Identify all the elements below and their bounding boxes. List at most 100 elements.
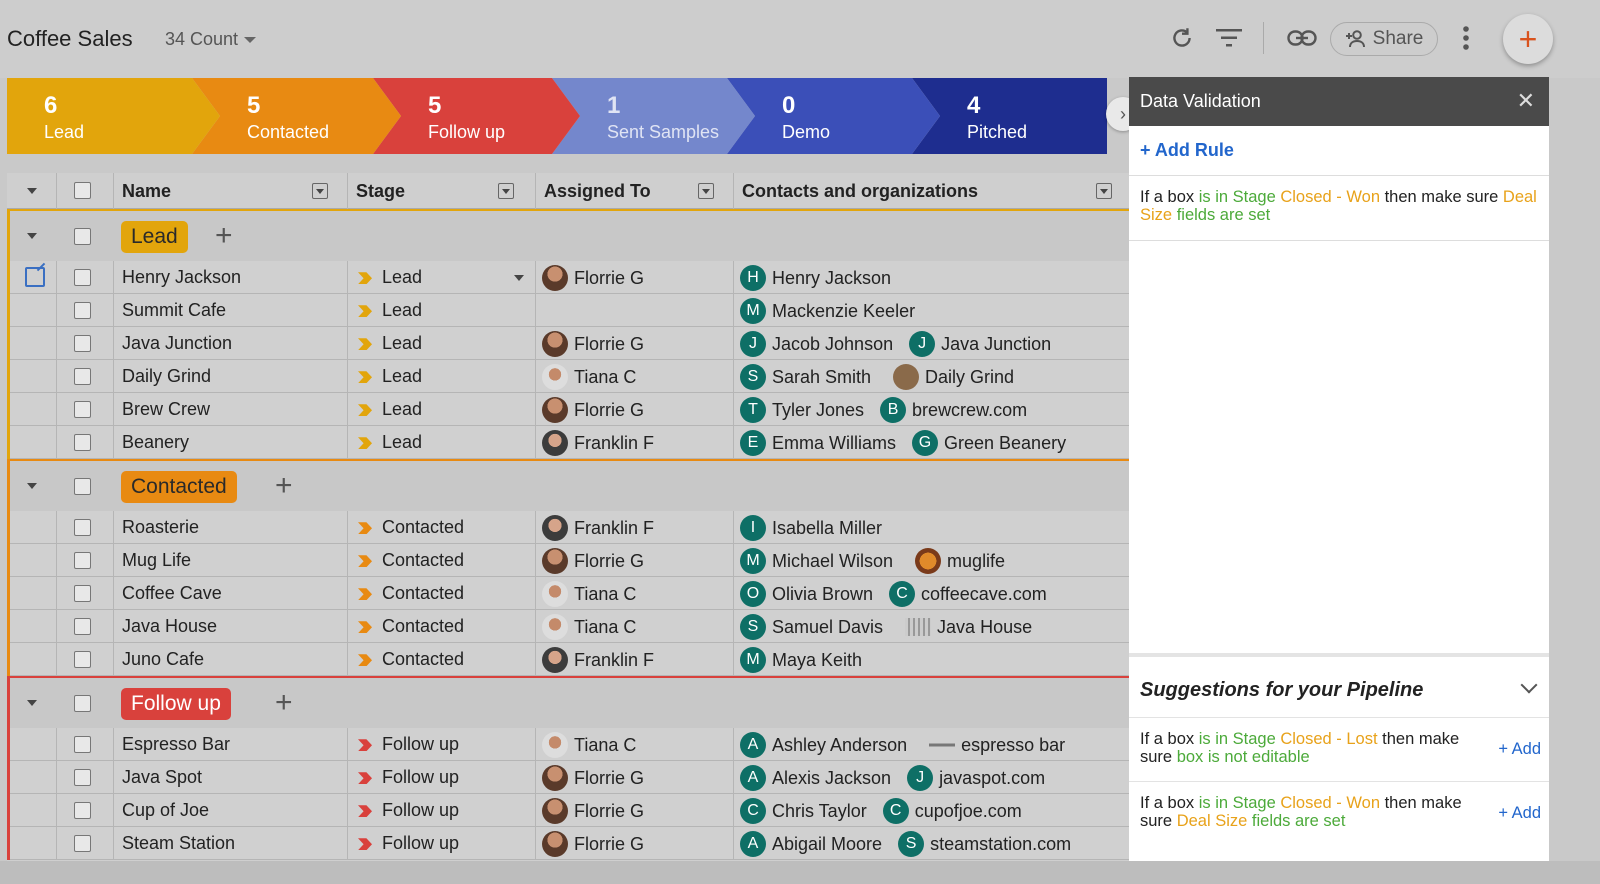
box-name[interactable]: Daily Grind [114, 360, 348, 393]
pipeline-stage-arrow[interactable] [7, 78, 220, 154]
row-expand-cell[interactable] [7, 426, 57, 459]
validation-rule[interactable]: If a box is in Stage Closed - Won then m… [1129, 175, 1549, 241]
row-expand-cell[interactable] [7, 327, 57, 360]
assigned-cell[interactable]: Tiana C [536, 577, 734, 610]
row-select-cell[interactable] [57, 544, 114, 577]
contacts-cell[interactable]: H Henry Jackson [734, 261, 1143, 294]
table-row[interactable]: Java Spot Follow up Florrie G A Alexis Ja… [7, 761, 1143, 794]
pipeline-stage-arrow[interactable] [912, 78, 1107, 154]
box-name[interactable]: Roasterie [114, 511, 348, 544]
contact-chip[interactable]: coffeecave.com [921, 583, 1047, 604]
table-row[interactable]: Espresso Bar Follow up Tiana C A Ashley A… [7, 728, 1143, 761]
column-menu-icon[interactable] [312, 183, 328, 199]
contact-chip[interactable]: Abigail Moore [772, 833, 883, 854]
assigned-cell[interactable]: Florrie G [536, 827, 734, 860]
box-name[interactable]: Cup of Joe [114, 794, 348, 827]
contacts-cell[interactable]: I Isabella Miller [734, 511, 1143, 544]
contact-chip[interactable]: Maya Keith [772, 649, 863, 670]
box-name[interactable]: Mug Life [114, 544, 348, 577]
table-row[interactable]: Coffee Cave Contacted Tiana C O Olivia Br… [7, 577, 1143, 610]
row-checkbox[interactable] [74, 302, 91, 319]
box-name[interactable]: Java Spot [114, 761, 348, 794]
row-expand-cell[interactable] [7, 761, 57, 794]
row-checkbox[interactable] [74, 519, 91, 536]
filter-icon[interactable] [1213, 22, 1245, 54]
share-button[interactable]: Share [1330, 22, 1438, 56]
assigned-cell[interactable]: Tiana C [536, 360, 734, 393]
contacts-cell[interactable]: M Maya Keith [734, 643, 1143, 676]
row-select-cell[interactable] [57, 761, 114, 794]
contact-chip[interactable]: Jacob Johnson [772, 333, 894, 354]
stage-cell[interactable]: Lead [348, 393, 536, 426]
row-select-cell[interactable] [57, 728, 114, 761]
row-checkbox[interactable] [74, 335, 91, 352]
table-row[interactable]: Mug Life Contacted Florrie G M Michael Wi… [7, 544, 1143, 577]
box-name[interactable]: Java House [114, 610, 348, 643]
column-header-contacts[interactable]: Contacts and organizations [734, 173, 1143, 209]
row-select-cell[interactable] [57, 426, 114, 459]
contact-chip[interactable]: Green Beanery [944, 432, 1067, 453]
contact-chip[interactable]: Chris Taylor [772, 800, 867, 821]
pipeline-stage-follow-up[interactable]: 5 Follow up [428, 92, 505, 143]
contact-chip[interactable]: brewcrew.com [912, 399, 1028, 420]
add-suggestion-button[interactable]: + Add [1498, 804, 1541, 822]
table-row[interactable]: Summit Cafe Lead M Mackenzie Keeler [7, 294, 1143, 327]
column-header-name[interactable]: Name [114, 173, 348, 209]
contact-chip[interactable]: Emma Williams [772, 432, 896, 453]
contact-chip[interactable]: Java House [937, 616, 1033, 637]
stage-cell[interactable]: Lead [348, 360, 536, 393]
table-row[interactable]: Cup of Joe Follow up Florrie G C Chris Ta… [7, 794, 1143, 827]
select-all-cell[interactable] [57, 173, 114, 209]
contact-chip[interactable]: Michael Wilson [772, 550, 894, 571]
contact-chip[interactable]: Java Junction [941, 333, 1052, 354]
table-row[interactable]: Roasterie Contacted Franklin F I Isabella… [7, 511, 1143, 544]
collapse-all-cell[interactable] [7, 173, 57, 209]
assigned-cell[interactable]: Florrie G [536, 544, 734, 577]
contact-chip[interactable]: Olivia Brown [772, 583, 874, 604]
contact-chip[interactable]: Sarah Smith [772, 366, 872, 387]
pipeline-stage-arrow[interactable] [552, 78, 755, 154]
more-vert-icon[interactable] [1450, 22, 1482, 54]
pipeline-stage-arrow[interactable] [727, 78, 940, 154]
add-rule-button[interactable]: + Add Rule [1140, 140, 1234, 160]
row-checkbox[interactable] [74, 368, 91, 385]
add-suggestion-button[interactable]: + Add [1498, 740, 1541, 758]
contacts-cell[interactable]: M Michael Wilson muglife [734, 544, 1143, 577]
row-select-cell[interactable] [57, 327, 114, 360]
link-icon[interactable] [1286, 22, 1318, 54]
contact-chip[interactable]: Mackenzie Keeler [772, 300, 916, 321]
contact-chip[interactable]: Daily Grind [925, 366, 1015, 387]
contact-chip[interactable]: muglife [947, 550, 1006, 571]
contact-chip[interactable]: javaspot.com [939, 767, 1046, 788]
row-checkbox[interactable] [74, 585, 91, 602]
count-dropdown[interactable]: 34 Count [165, 29, 257, 50]
add-box-icon[interactable]: + [275, 686, 293, 719]
row-select-cell[interactable] [57, 261, 114, 294]
row-checkbox[interactable] [74, 802, 91, 819]
create-button[interactable]: + [1503, 14, 1553, 64]
stage-cell[interactable]: Contacted [348, 511, 536, 544]
column-menu-icon[interactable] [1096, 183, 1112, 199]
row-expand-cell[interactable] [7, 827, 57, 860]
contacts-cell[interactable]: J Jacob Johnson J Java Junction [734, 327, 1143, 360]
pipeline-stage-contacted[interactable]: 5 Contacted [247, 92, 329, 143]
row-select-cell[interactable] [57, 610, 114, 643]
row-checkbox[interactable] [74, 651, 91, 668]
row-expand-cell[interactable] [7, 511, 57, 544]
row-select-cell[interactable] [57, 643, 114, 676]
stage-cell[interactable]: Contacted [348, 577, 536, 610]
row-select-cell[interactable] [57, 511, 114, 544]
row-select-cell[interactable] [57, 393, 114, 426]
box-name[interactable]: Juno Cafe [114, 643, 348, 676]
stage-cell[interactable]: Lead [348, 327, 536, 360]
close-icon[interactable]: ✕ [1516, 88, 1535, 113]
assigned-cell[interactable]: Franklin F [536, 426, 734, 459]
contact-chip[interactable]: Henry Jackson [772, 267, 892, 288]
contact-chip[interactable]: cupofjoe.com [914, 800, 1022, 821]
chevron-down-icon[interactable] [1520, 676, 1538, 694]
